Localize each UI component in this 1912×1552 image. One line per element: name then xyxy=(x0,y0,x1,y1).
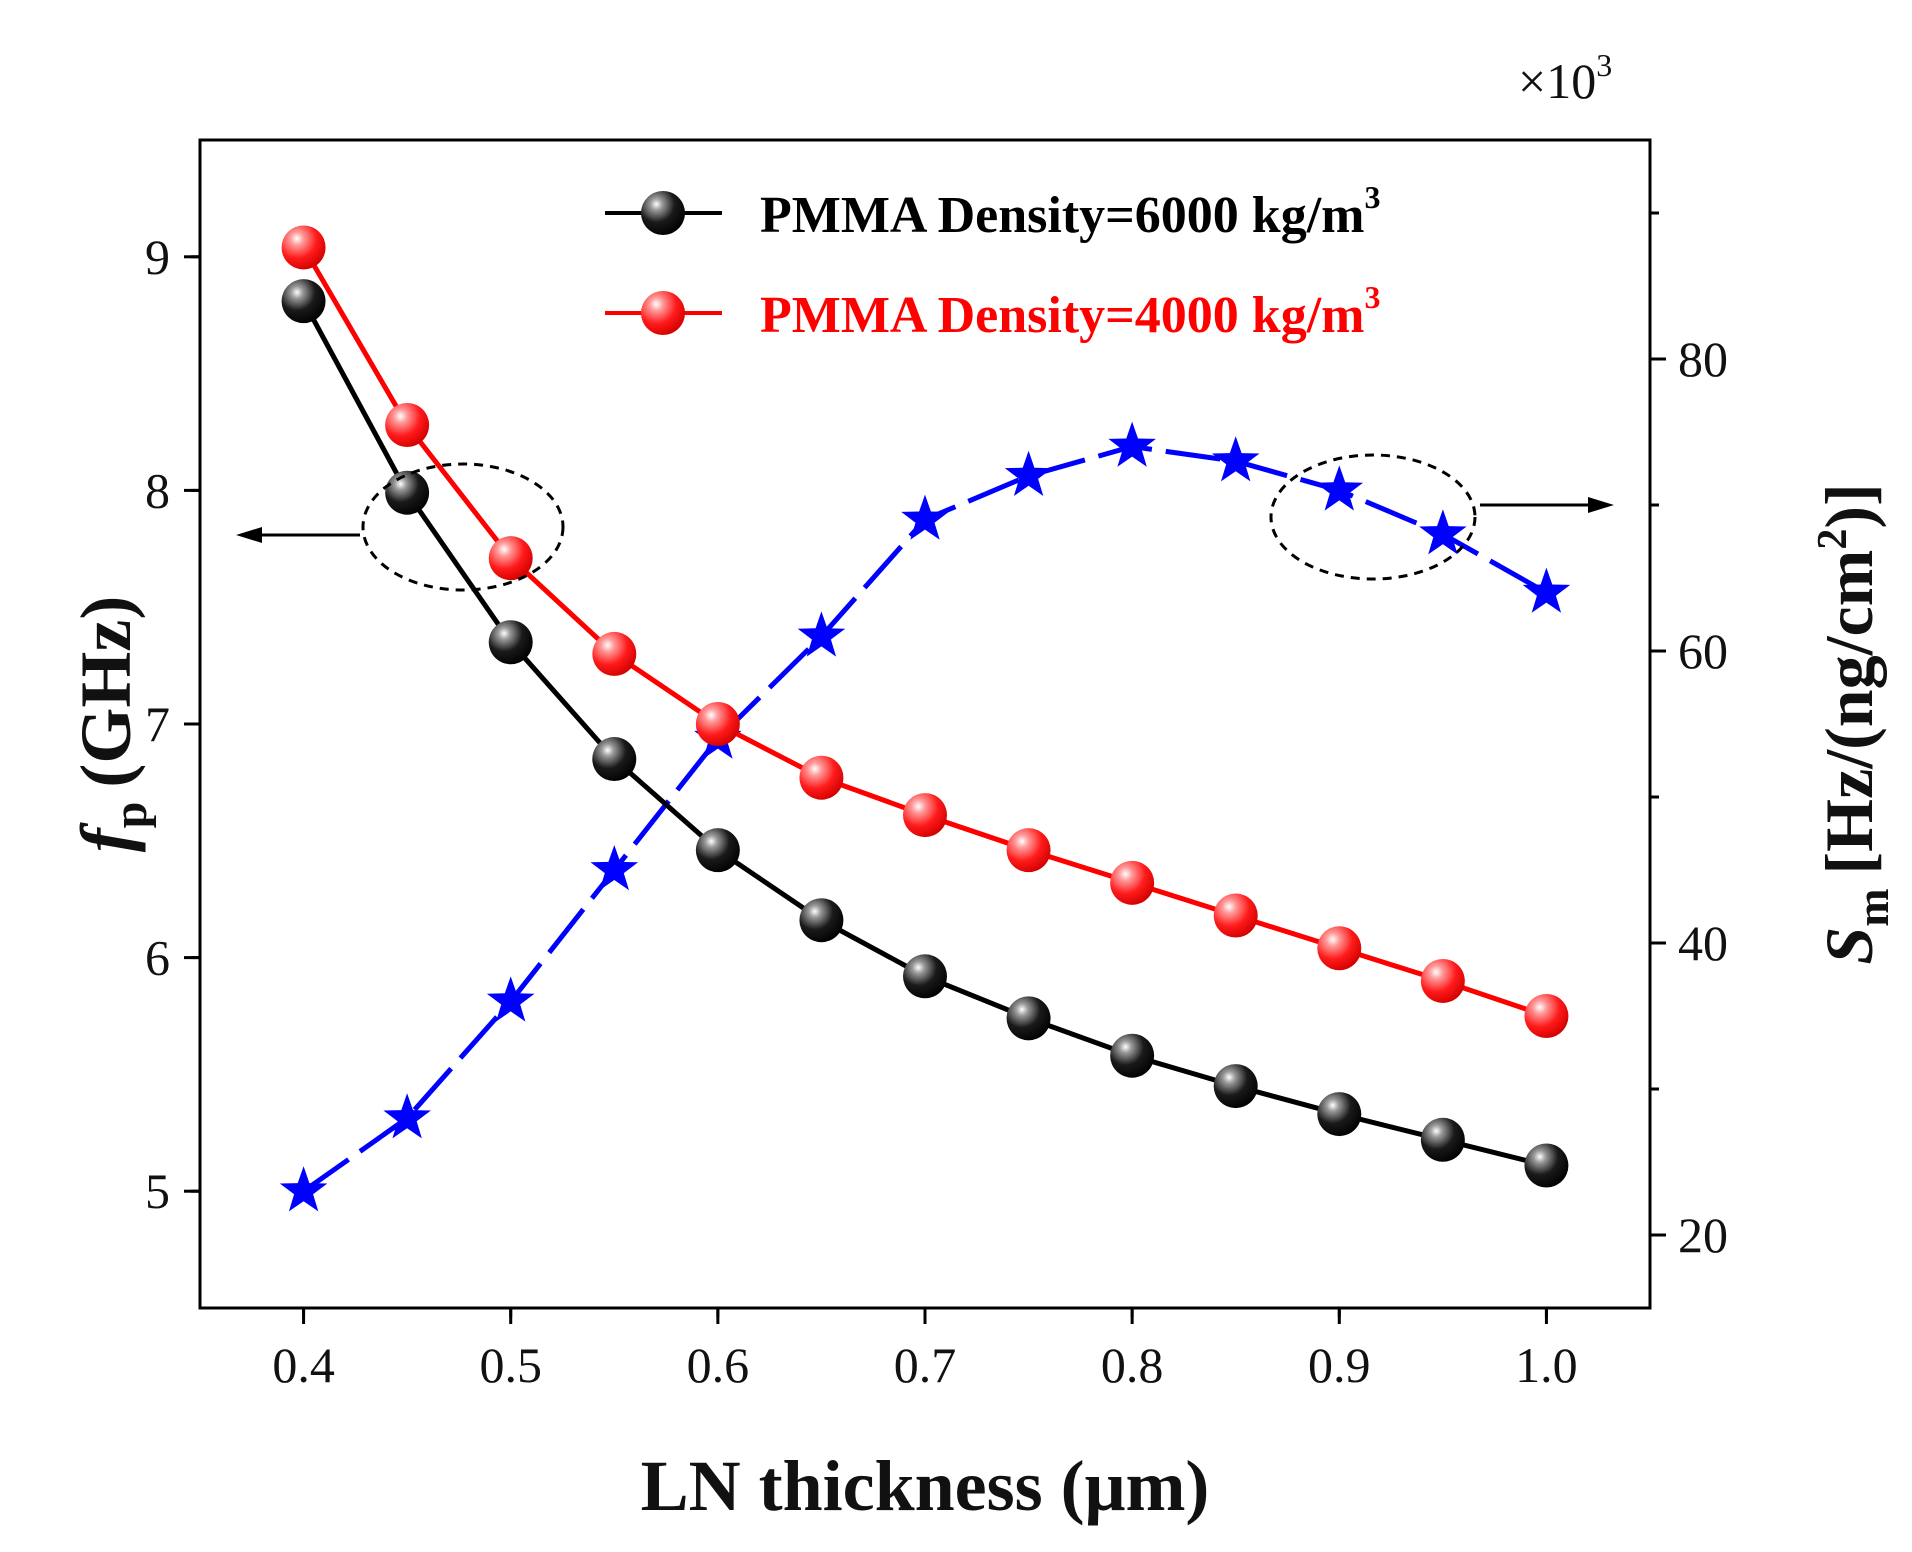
legend-marker-black xyxy=(641,191,685,235)
series-0-point xyxy=(1317,1092,1362,1137)
series-2-point xyxy=(1315,465,1364,511)
series-0-point xyxy=(385,470,430,515)
series-2 xyxy=(279,421,1571,1212)
legend: PMMA Density=6000 kg/m3 PMMA Density=400… xyxy=(605,179,1380,344)
y-left-tick-label: 5 xyxy=(145,1163,170,1219)
series-1-point xyxy=(488,536,533,581)
series-1-point xyxy=(1317,926,1362,971)
y-left-tick-label: 7 xyxy=(145,696,170,752)
y-left-axis: 5 6 7 8 9 xyxy=(145,229,200,1219)
x-axis: 0.4 0.5 0.6 0.7 0.8 0.9 1.0 xyxy=(272,1308,1578,1393)
series-0-line xyxy=(301,300,1548,1168)
series-2-point xyxy=(279,1166,328,1212)
x-axis-title: LN thickness (μm) xyxy=(641,1446,1210,1526)
series-2-point xyxy=(590,845,639,891)
series-1-point xyxy=(1006,828,1051,873)
series-0-point xyxy=(1420,1117,1465,1162)
y-left-axis-title: fp(GHz) xyxy=(66,596,157,853)
series-2-point xyxy=(383,1093,431,1139)
series-1-point xyxy=(385,402,430,447)
x-tick-label: 0.8 xyxy=(1101,1337,1164,1393)
series-1-point xyxy=(695,702,740,746)
series-1-point xyxy=(799,755,844,800)
y-right-unit-b: )] xyxy=(1811,483,1887,528)
multiplier-prefix: ×10 xyxy=(1518,53,1596,109)
series-1-point xyxy=(1420,958,1465,1003)
y-left-tick-label: 8 xyxy=(145,462,170,518)
y-right-unit-a: [Hz/(ng/cm xyxy=(1811,550,1887,875)
left-arrowhead xyxy=(236,527,262,543)
series-1-line xyxy=(301,246,1548,1019)
series-0 xyxy=(281,279,1569,1188)
multiplier-exponent: 3 xyxy=(1596,47,1612,83)
left-dashed-ellipse xyxy=(361,462,565,592)
series-0-point xyxy=(799,898,844,943)
series-2-point xyxy=(901,494,949,540)
y-left-tick-label: 6 xyxy=(145,930,170,986)
y-right-unit-sup: 2 xyxy=(1810,529,1856,550)
legend-label-black-main: PMMA Density=6000 kg/m xyxy=(760,187,1364,244)
y-left-subscript: p xyxy=(104,802,157,829)
right-axis-multiplier: ×103 xyxy=(1518,47,1612,109)
right-dashed-ellipse xyxy=(1269,453,1477,581)
series-1-point xyxy=(903,793,947,838)
series-1-point xyxy=(281,225,326,270)
right-annotation xyxy=(1269,453,1614,581)
legend-label-black-sup: 3 xyxy=(1364,179,1380,215)
right-arrowhead xyxy=(1588,497,1614,513)
series-layer xyxy=(279,225,1571,1212)
y-right-tick-label: 40 xyxy=(1678,915,1728,971)
series-2-point xyxy=(1108,421,1156,467)
x-tick-label: 0.4 xyxy=(272,1337,335,1393)
series-2-point xyxy=(486,976,535,1022)
series-1-point xyxy=(1213,893,1258,938)
y-right-tick-label: 80 xyxy=(1678,331,1728,387)
y-right-axis-title: Sm [Hz/(ng/cm2)] xyxy=(1810,483,1898,964)
series-0-point xyxy=(695,828,740,873)
series-0-point xyxy=(488,620,533,665)
series-1-point xyxy=(1110,860,1155,905)
series-1 xyxy=(281,225,1569,1038)
series-1-point xyxy=(1524,994,1569,1038)
y-right-symbol: S xyxy=(1811,927,1887,965)
series-2-point xyxy=(1004,450,1053,496)
legend-marker-red xyxy=(641,291,685,335)
series-0-point xyxy=(592,737,637,782)
series-0-point xyxy=(1110,1033,1155,1078)
series-0-point xyxy=(1524,1143,1569,1188)
legend-label-black: PMMA Density=6000 kg/m3 xyxy=(760,179,1380,244)
x-tick-label: 0.6 xyxy=(687,1337,750,1393)
series-2-point xyxy=(1419,509,1467,555)
series-0-point xyxy=(1006,996,1051,1041)
legend-label-red-main: PMMA Density=4000 kg/m xyxy=(760,287,1364,344)
x-tick-label: 0.9 xyxy=(1308,1337,1371,1393)
series-2-point xyxy=(797,611,846,657)
y-right-tick-label: 20 xyxy=(1678,1207,1728,1263)
y-right-subscript: m xyxy=(1847,888,1898,926)
x-tick-label: 1.0 xyxy=(1515,1337,1578,1393)
series-1-point xyxy=(592,631,637,676)
series-0-point xyxy=(1213,1064,1258,1109)
legend-label-red-sup: 3 xyxy=(1364,279,1380,315)
x-tick-label: 0.5 xyxy=(479,1337,542,1393)
y-left-tick-label: 9 xyxy=(145,229,170,285)
legend-label-red: PMMA Density=4000 kg/m3 xyxy=(760,279,1380,344)
series-0-point xyxy=(281,279,326,324)
series-2-point xyxy=(1522,567,1571,613)
y-right-axis: 20 40 60 80 xyxy=(1650,211,1728,1263)
series-2-point xyxy=(1211,436,1260,482)
y-right-tick-label: 60 xyxy=(1678,623,1728,679)
series-0-point xyxy=(903,954,947,999)
x-tick-label: 0.7 xyxy=(894,1337,957,1393)
y-left-unit: (GHz) xyxy=(66,596,146,788)
left-annotation xyxy=(236,462,565,592)
